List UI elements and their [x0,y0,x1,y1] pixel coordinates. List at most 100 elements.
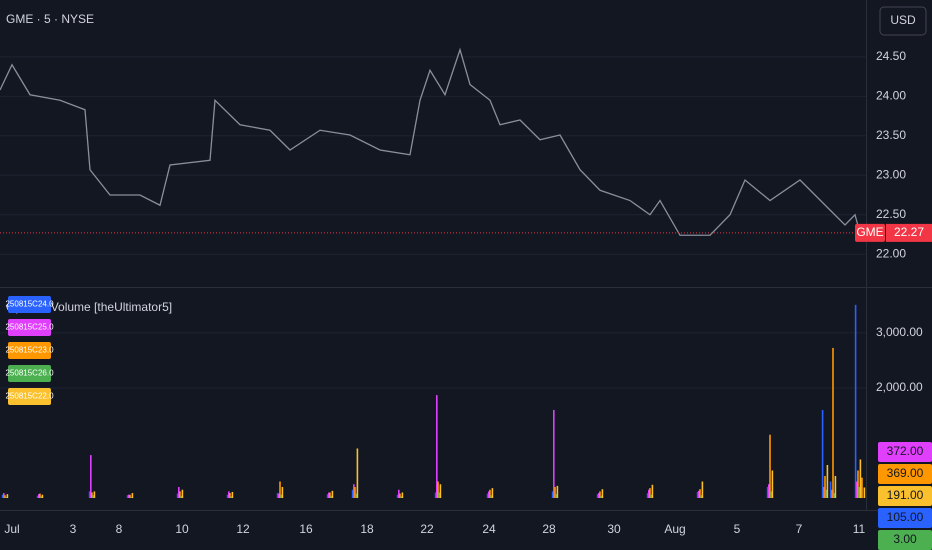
volume-bar [93,491,96,498]
volume-bar [861,477,863,498]
volume-bar [434,492,437,498]
x-tick-label: 22 [420,522,434,536]
volume-bar [126,495,129,498]
legend-label: 250815C23.0 [5,346,54,355]
volume-bar [398,489,400,498]
x-tick-label: 16 [299,522,313,536]
volume-bar [129,494,131,498]
volume-bar [556,485,559,498]
volume-bar [39,493,41,498]
y-tick-label: 22.50 [876,207,906,221]
legend-label: 250815C26.0 [5,369,54,378]
volume-bar [230,496,232,498]
symbol-title: GME · 5 · NYSE [6,12,94,26]
volume-bar [229,493,231,498]
last-value-box [878,530,932,550]
volume-bar [88,491,91,498]
x-tick-label: 18 [360,522,374,536]
currency-label[interactable]: USD [890,13,916,27]
volume-bar [276,493,279,498]
volume-bar [176,493,179,498]
y-tick-label: 24.50 [876,49,906,63]
x-tick-label: 11 [853,522,866,536]
volume-bar [356,448,359,498]
volume-bar [646,493,649,498]
legend-box [8,342,51,359]
volume-bar [231,491,234,498]
last-value-box [878,442,932,462]
volume-bar [863,487,866,498]
volume-bar [554,486,556,498]
x-tick-label: 5 [734,522,741,536]
x-tick-label: 24 [482,522,496,536]
x-tick-label: 7 [796,522,803,536]
volume-bar [823,486,825,498]
volume-bar [854,304,857,498]
volume-bar [399,493,401,498]
volume-bar [354,486,356,498]
volume-bar [279,481,281,498]
volume-bar [40,496,42,498]
last-value-label: 372.00 [887,444,924,458]
last-price-box [886,223,932,242]
volume-bar [5,496,7,498]
last-price-label: 22.27 [894,225,924,239]
volume-bar [401,492,404,498]
volume-bar [438,492,440,498]
x-tick-label: 12 [236,522,250,536]
x-tick-label: 28 [542,522,556,536]
x-tick-label: Jul [4,522,19,536]
volume-bar [649,488,651,498]
y-tick-label: 23.00 [876,167,906,181]
volume-bar [491,488,494,498]
volume-bar [826,464,829,498]
volume-bar [36,495,39,498]
legend-box [8,365,51,382]
volume-bar [486,493,489,498]
legend-label: 250815C24.0 [5,300,54,309]
volume-bar [353,484,355,498]
last-value-box [878,464,932,484]
volume-bar [598,493,600,498]
volume-bar [596,494,599,498]
volume-bar [130,496,132,498]
volume-bar [698,490,700,498]
volume-bar [178,486,180,498]
legend-box [8,388,51,405]
volume-bar [3,493,5,498]
volume-bar [833,493,835,498]
volume-bar [858,486,860,498]
volume-bar [825,489,827,498]
currency-button[interactable] [879,6,927,36]
volume-bar [834,475,837,498]
last-value-label: 191.00 [887,488,924,502]
volume-bar [228,491,230,498]
legend-label: 250815C22.0 [5,392,54,401]
volume-bar [131,493,134,498]
last-value-label: 105.00 [887,510,924,524]
volume-bar [351,489,354,498]
volume-bar [226,494,229,498]
volume-bar [555,494,557,498]
volume-bar [91,492,93,498]
legend-label: 250815C25.0 [5,323,54,332]
volume-bar [281,486,284,498]
volume-bar [831,489,833,498]
x-tick-label: 8 [116,522,123,536]
volume-bar [859,459,862,498]
x-tick-label: 30 [607,522,621,536]
volume-bar [648,489,650,498]
volume-bar [699,489,701,498]
volume-bar [821,409,824,498]
legend-box [8,319,51,336]
volume-bar [436,395,438,498]
volume-bar [857,470,859,498]
volume-bar [329,492,331,498]
symbol-tag: GME [856,225,883,239]
volume-bar [280,494,282,498]
volume-bar [90,455,92,498]
x-tick-label: Aug [664,522,685,536]
